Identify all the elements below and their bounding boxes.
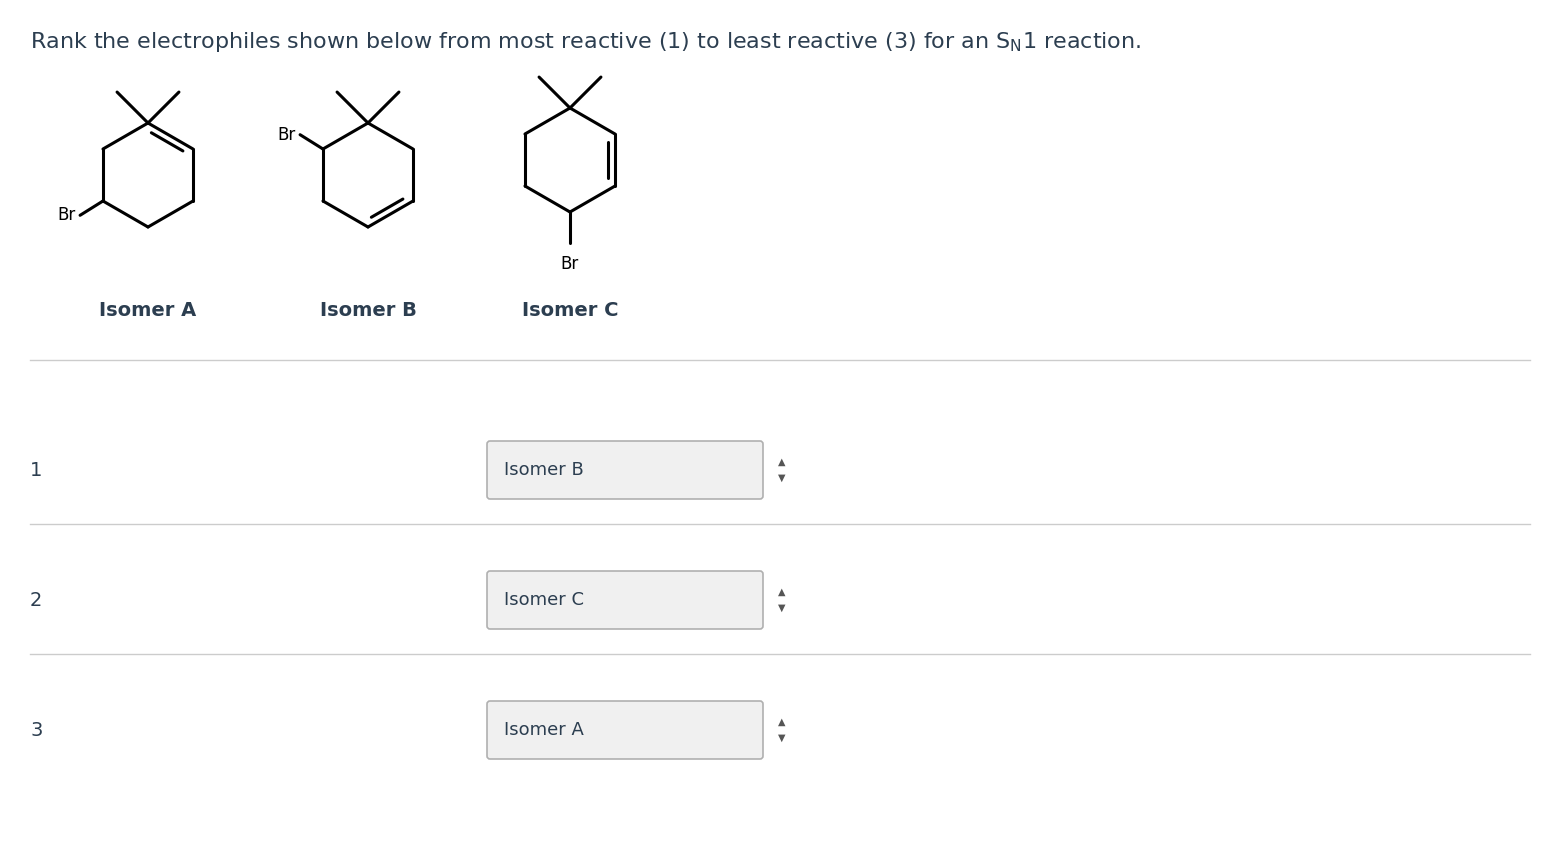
Text: Isomer A: Isomer A [100, 300, 197, 319]
Text: 3: 3 [30, 721, 42, 740]
Text: ▼: ▼ [778, 733, 786, 743]
Text: 1: 1 [30, 461, 42, 479]
Text: ▲: ▲ [778, 587, 786, 597]
Text: ▲: ▲ [778, 457, 786, 467]
Text: 2: 2 [30, 591, 42, 609]
FancyBboxPatch shape [487, 441, 763, 499]
Text: Isomer C: Isomer C [521, 300, 618, 319]
Text: ▲: ▲ [778, 717, 786, 727]
Text: Br: Br [278, 126, 296, 144]
Text: ▼: ▼ [778, 603, 786, 613]
Text: ▼: ▼ [778, 473, 786, 483]
Text: Isomer B: Isomer B [504, 461, 583, 479]
FancyBboxPatch shape [487, 701, 763, 759]
Text: Br: Br [562, 255, 579, 273]
Text: Isomer A: Isomer A [504, 721, 583, 739]
Text: Br: Br [58, 206, 76, 224]
FancyBboxPatch shape [487, 571, 763, 629]
Text: Isomer B: Isomer B [320, 300, 417, 319]
Text: Rank the electrophiles shown below from most reactive (1) to least reactive (3) : Rank the electrophiles shown below from … [30, 30, 1142, 54]
Text: Isomer C: Isomer C [504, 591, 583, 609]
